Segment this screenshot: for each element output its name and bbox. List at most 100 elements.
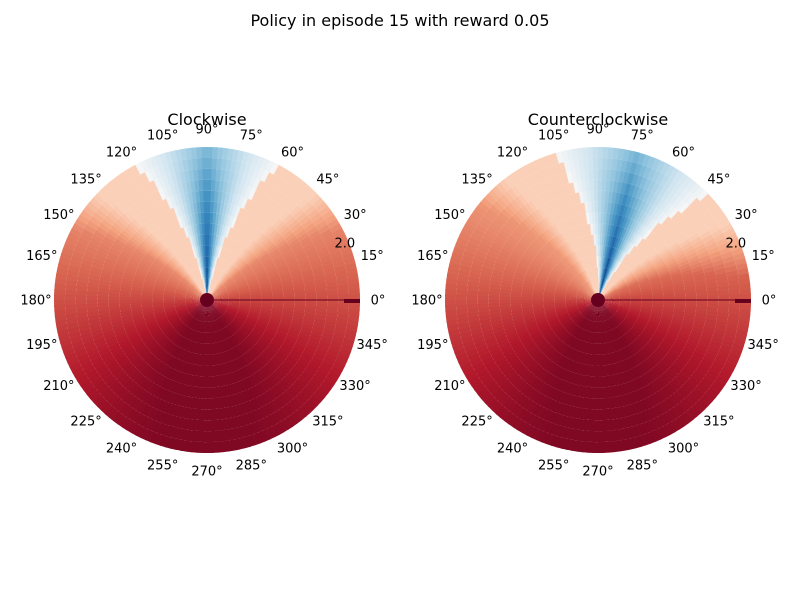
heatmap-cell — [500, 245, 513, 255]
heatmap-cell — [547, 276, 559, 283]
heatmap-cell — [599, 278, 602, 290]
heatmap-cell — [485, 208, 498, 221]
heatmap-cell — [319, 253, 332, 263]
heatmap-cell — [277, 380, 289, 393]
heatmap-cell — [665, 396, 677, 409]
heatmap-cell — [476, 220, 490, 232]
heatmap-cell — [210, 147, 218, 159]
heatmap-cell — [260, 221, 271, 234]
heatmap-cell — [633, 365, 643, 378]
heatmap-cell — [503, 367, 516, 379]
heatmap-cell — [651, 221, 662, 234]
heatmap-cell — [194, 269, 200, 280]
heatmap-cell — [616, 250, 624, 262]
angle-tick-label: 285° — [236, 459, 267, 474]
heatmap-cell — [649, 394, 660, 407]
heatmap-cell — [635, 412, 645, 425]
heatmap-cell — [318, 204, 331, 217]
heatmap-cell — [629, 306, 641, 311]
heatmap-cell — [245, 318, 257, 326]
heatmap-cell — [258, 368, 269, 380]
heatmap-cell — [703, 237, 716, 248]
heatmap-cell — [495, 391, 508, 404]
heatmap-cell — [601, 279, 607, 291]
heatmap-cell — [282, 375, 295, 387]
heatmap-cell — [145, 338, 156, 348]
heatmap-cell — [173, 270, 183, 280]
heatmap-cell — [313, 372, 326, 384]
heatmap-cell — [541, 358, 552, 370]
heatmap-cell — [673, 375, 686, 387]
heatmap-cell — [542, 216, 552, 229]
heatmap-cell — [243, 389, 253, 402]
heatmap-cell — [120, 375, 132, 388]
heatmap-cell — [228, 302, 240, 305]
heatmap-cell — [623, 347, 632, 358]
heatmap-cell — [607, 305, 618, 311]
heatmap-cell — [122, 321, 135, 328]
heatmap-cell — [550, 238, 560, 249]
heatmap-cell — [605, 308, 613, 317]
heatmap-cell — [576, 225, 583, 238]
heatmap-cell — [618, 251, 626, 263]
heatmap-cell — [702, 196, 716, 209]
heatmap-cell — [169, 317, 181, 325]
heatmap-cell — [663, 255, 676, 265]
heatmap-cell — [314, 241, 327, 252]
heatmap-cell — [547, 256, 558, 266]
heatmap-cell — [645, 167, 656, 181]
heatmap-cell — [224, 395, 231, 408]
heatmap-cell — [215, 319, 221, 331]
heatmap-cell — [142, 195, 153, 208]
heatmap-cell — [557, 246, 566, 258]
heatmap-cell — [473, 205, 487, 218]
heatmap-cell — [290, 411, 303, 424]
heatmap-cell — [336, 236, 349, 247]
heatmap-cell — [503, 349, 516, 359]
heatmap-cell — [658, 199, 669, 212]
heatmap-cell — [250, 305, 262, 310]
heatmap-cell — [653, 224, 664, 236]
heatmap-cell — [513, 182, 525, 195]
heatmap-cell — [630, 355, 640, 367]
heatmap-cell — [627, 311, 639, 318]
heatmap-cell — [604, 320, 610, 332]
heatmap-cell — [81, 361, 95, 373]
heatmap-cell — [573, 373, 581, 386]
heatmap-cell — [259, 281, 271, 287]
heatmap-cell — [150, 358, 161, 370]
heatmap-cell — [212, 268, 217, 279]
heatmap-cell — [233, 242, 242, 254]
heatmap-cells — [54, 147, 360, 453]
heatmap-cell — [167, 220, 176, 232]
heatmap-cell — [617, 308, 629, 315]
heatmap-cell — [168, 232, 177, 244]
heatmap-cell — [302, 401, 315, 414]
heatmap-cell — [163, 378, 173, 391]
heatmap-cell — [157, 319, 169, 327]
heatmap-cell — [237, 283, 249, 289]
heatmap-cell — [627, 313, 639, 320]
heatmap-cell — [546, 279, 558, 286]
heatmap-cell — [667, 166, 680, 180]
heatmap-cell — [528, 264, 541, 272]
heatmap-cell — [583, 270, 590, 281]
heatmap-cell — [638, 334, 649, 344]
heatmap-cell — [677, 354, 690, 365]
heatmap-cell — [544, 154, 555, 168]
heatmap-cell — [222, 315, 231, 324]
heatmap-cell — [277, 223, 289, 235]
heatmap-cell — [154, 312, 166, 318]
heatmap-cell — [239, 303, 251, 307]
heatmap-cell — [222, 214, 229, 226]
heatmap-cell — [291, 275, 304, 282]
heatmap-cell — [217, 246, 223, 258]
heatmap-cell — [228, 227, 236, 240]
heatmap-cell — [166, 312, 178, 319]
heatmap-cell — [94, 208, 107, 221]
heatmap-cell — [608, 302, 620, 306]
heatmap-cell — [103, 182, 116, 196]
heatmap-cell — [522, 234, 534, 245]
heatmap-cell — [228, 383, 236, 396]
heatmap-cell — [547, 176, 557, 190]
